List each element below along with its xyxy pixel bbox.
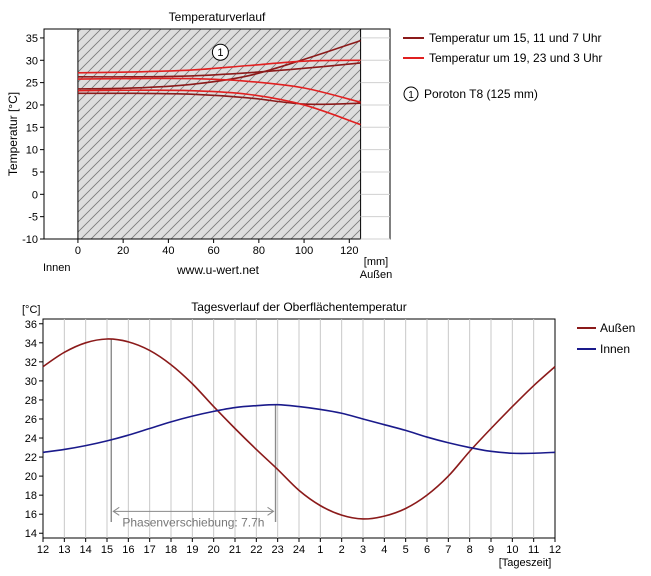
top-y-tick-label: 25 <box>26 78 38 90</box>
outside-label: Außen <box>360 269 392 281</box>
legend-label-outside: Außen <box>600 321 635 335</box>
top-x-tick-label: 20 <box>117 245 129 257</box>
bottom-x-tick-label: 23 <box>272 544 284 556</box>
top-y-axis-label: Temperatur [°C] <box>6 92 20 176</box>
bottom-x-tick-label: 17 <box>144 544 156 556</box>
legend-item-night: Temperatur um 19, 23 und 3 Uhr <box>403 51 602 65</box>
temperature-profile-chart: Temperaturverlauf -10 -5 0 5 10 15 20 25 30 35 0 2… <box>6 10 392 281</box>
bottom-x-tick-label: 8 <box>467 544 473 556</box>
bottom-chart-title: Tagesverlauf der Oberflächentemperatur <box>191 300 406 314</box>
bottom-x-tick-label: 18 <box>165 544 177 556</box>
top-series-line <box>77 59 361 74</box>
top-series-line <box>77 92 361 106</box>
phase-shift-annotation: Phasenverschiebung: 7.7h <box>110 338 277 529</box>
bottom-x-tick-label: 22 <box>250 544 262 556</box>
top-y-tick-label: -5 <box>28 212 38 224</box>
bottom-x-tick-label: 21 <box>229 544 241 556</box>
bottom-y-axis-label: [°C] <box>22 304 40 316</box>
bottom-x-tick-label: 15 <box>101 544 113 556</box>
bottom-legend: Außen Innen <box>577 321 635 356</box>
bottom-y-tick-label: 28 <box>25 395 37 407</box>
top-y-tick-label: 0 <box>32 189 38 201</box>
bottom-x-tick-label: 6 <box>424 544 430 556</box>
top-x-tick-label: 100 <box>295 245 313 257</box>
top-y-tick-label: 5 <box>32 167 38 179</box>
legend-item-outside: Außen <box>577 321 635 335</box>
top-x-unit-label: [mm] <box>364 256 388 268</box>
bottom-y-axis: 14 16 18 20 22 24 26 28 30 32 34 36 <box>25 319 43 540</box>
bottom-y-tick-label: 18 <box>25 490 37 502</box>
legend-label-inside: Innen <box>600 342 630 356</box>
watermark-url: www.u-wert.net <box>176 263 260 277</box>
bottom-x-tick-label: 11 <box>528 544 539 556</box>
bottom-x-tick-label: 3 <box>360 544 366 556</box>
phase-arrow-head-right <box>267 506 275 516</box>
bottom-x-tick-label: 9 <box>488 544 494 556</box>
bottom-x-tick-label: 1 <box>317 544 323 556</box>
top-x-tick-label: 0 <box>75 245 81 257</box>
top-y-tick-label: 15 <box>26 122 38 134</box>
top-y-axis: -10 -5 0 5 10 15 20 25 30 35 <box>22 33 44 246</box>
bottom-y-tick-label: 34 <box>25 338 37 350</box>
top-series-line <box>77 39 361 90</box>
bottom-x-tick-label: 19 <box>186 544 198 556</box>
layer-marker-number: 1 <box>217 47 223 59</box>
inside-label: Innen <box>43 262 71 274</box>
bottom-y-tick-label: 30 <box>25 376 37 388</box>
bottom-y-tick-label: 26 <box>25 414 37 426</box>
surface-temperature-chart: Tagesverlauf der Oberflächentemperatur [… <box>22 300 561 569</box>
bottom-x-axis-label: [Tageszeit] <box>499 557 552 569</box>
top-series-line <box>77 62 361 78</box>
top-x-tick-label: 40 <box>162 245 174 257</box>
wall-layer-poroton <box>77 28 362 240</box>
legend-item-day: Temperatur um 15, 11 und 7 Uhr <box>403 31 602 45</box>
bottom-y-tick-label: 32 <box>25 357 37 369</box>
legend-label-day: Temperatur um 15, 11 und 7 Uhr <box>429 31 602 45</box>
legend-label-night: Temperatur um 19, 23 und 3 Uhr <box>429 51 602 65</box>
bottom-x-tick-label: 12 <box>37 544 49 556</box>
bottom-x-tick-label: 10 <box>506 544 518 556</box>
bottom-x-axis: 12 13 14 15 16 17 18 19 20 21 22 23 24 1 2 3 4 5 6 7 8 9 10 11 1… <box>37 538 561 556</box>
top-series <box>77 39 361 126</box>
bottom-y-tick-label: 14 <box>25 528 37 540</box>
legend-item-material: 1 Poroton T8 (125 mm) <box>403 86 538 102</box>
layer-marker: 1 <box>211 43 229 61</box>
top-legend: Temperatur um 15, 11 und 7 Uhr Temperatu… <box>403 31 602 102</box>
bottom-x-tick-label: 5 <box>403 544 409 556</box>
top-x-axis: 0 20 40 60 80 100 120 <box>75 239 358 257</box>
top-y-tick-label: -10 <box>22 234 38 246</box>
bottom-y-tick-label: 16 <box>25 509 37 521</box>
bottom-x-tick-label: 24 <box>293 544 305 556</box>
top-chart-title: Temperaturverlauf <box>169 10 266 24</box>
legend-item-inside: Innen <box>577 342 630 356</box>
top-series-line <box>77 89 361 126</box>
bottom-x-tick-label: 13 <box>58 544 70 556</box>
top-y-tick-label: 30 <box>26 55 38 67</box>
legend-label-material: Poroton T8 (125 mm) <box>424 87 538 101</box>
bottom-series <box>42 338 556 520</box>
bottom-x-tick-label: 20 <box>208 544 220 556</box>
bottom-x-tick-label: 16 <box>122 544 134 556</box>
top-y-tick-label: 35 <box>26 33 38 45</box>
bottom-x-tick-label: 4 <box>381 544 387 556</box>
bottom-y-tick-label: 24 <box>25 433 37 445</box>
bottom-y-tick-label: 36 <box>25 319 37 331</box>
bottom-y-tick-label: 20 <box>25 471 37 483</box>
phase-arrow-head-left <box>112 506 120 516</box>
legend-material-number: 1 <box>408 90 414 101</box>
top-y-tick-label: 20 <box>26 100 38 112</box>
bottom-y-tick-label: 22 <box>25 452 37 464</box>
bottom-x-tick-label: 14 <box>80 544 92 556</box>
top-x-tick-label: 120 <box>340 245 358 257</box>
phase-shift-label: Phasenverschiebung: 7.7h <box>122 515 264 529</box>
bottom-x-tick-label: 2 <box>339 544 345 556</box>
top-y-tick-label: 10 <box>26 145 38 157</box>
top-series-line <box>77 77 361 104</box>
top-x-tick-label: 60 <box>207 245 219 257</box>
bottom-x-tick-label: 7 <box>445 544 451 556</box>
top-y-gridlines <box>360 37 390 240</box>
bottom-x-tick-label: 12 <box>549 544 561 556</box>
top-x-tick-label: 80 <box>253 245 265 257</box>
